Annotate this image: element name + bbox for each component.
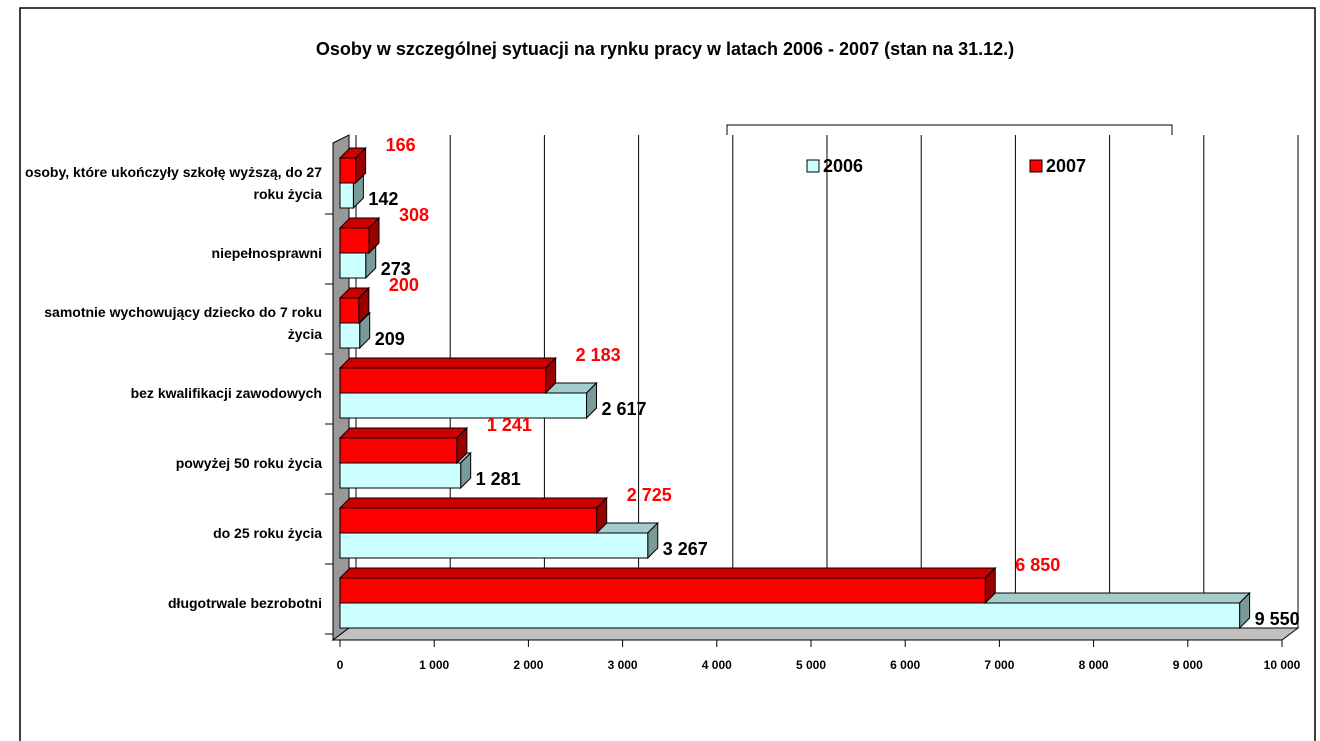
x-tick-label: 8 000 [1079, 658, 1109, 672]
category-label: samotnie wychowujący dziecko do 7 roku ż… [44, 304, 322, 342]
x-tick-label: 5 000 [796, 658, 826, 672]
bar [339, 602, 1241, 629]
legend-label: 2007 [1046, 156, 1086, 176]
x-tick-label: 4 000 [702, 658, 732, 672]
bar [339, 367, 547, 394]
data-label: 142 [368, 189, 398, 209]
bar-top-face [338, 567, 997, 579]
category-label: do 25 roku życia [213, 525, 322, 541]
bar [339, 322, 361, 349]
bar [339, 157, 357, 184]
bar [339, 182, 354, 209]
category-label: osoby, które ukończyły szkołę wyższą, do… [25, 164, 322, 202]
floor [331, 627, 1300, 641]
bar [339, 577, 986, 604]
data-label: 209 [375, 329, 405, 349]
data-label: 273 [381, 259, 411, 279]
bar [339, 507, 598, 534]
bar [339, 437, 458, 464]
data-label: 2 183 [576, 345, 621, 365]
legend-label: 2006 [823, 156, 863, 176]
bar [339, 252, 367, 279]
legend-swatch [1029, 159, 1043, 173]
x-tick-label: 7 000 [984, 658, 1014, 672]
bar [339, 532, 649, 559]
data-label: 2 725 [627, 485, 672, 505]
data-label: 166 [386, 135, 416, 155]
chart-title: Osoby w szczególnej sytuacji na rynku pr… [316, 39, 1014, 59]
bar-top-face [338, 427, 469, 439]
category-label: długotrwale bezrobotni [168, 595, 322, 611]
x-tick-label: 10 000 [1264, 658, 1301, 672]
data-label: 308 [399, 205, 429, 225]
legend-swatch [806, 159, 820, 173]
category-label: powyżej 50 roku życia [175, 455, 322, 471]
bar [339, 392, 588, 419]
data-label: 9 550 [1255, 609, 1300, 629]
data-label: 1 241 [487, 415, 532, 435]
data-label: 200 [389, 275, 419, 295]
x-tick-label: 2 000 [513, 658, 543, 672]
bar-top-face [338, 497, 608, 509]
bar [339, 297, 360, 324]
data-label: 2 617 [602, 399, 647, 419]
data-label: 6 850 [1015, 555, 1060, 575]
x-tick-label: 0 [337, 658, 344, 672]
x-tick-label: 6 000 [890, 658, 920, 672]
x-tick-label: 3 000 [608, 658, 638, 672]
bar [339, 462, 462, 489]
data-label: 3 267 [663, 539, 708, 559]
bar [339, 227, 370, 254]
bar-top-face [338, 357, 557, 369]
data-label: 1 281 [476, 469, 521, 489]
category-label: niepełnosprawni [211, 245, 322, 261]
x-tick-label: 9 000 [1173, 658, 1203, 672]
x-tick-label: 1 000 [419, 658, 449, 672]
category-label: bez kwalifikacji zawodowych [130, 385, 322, 401]
